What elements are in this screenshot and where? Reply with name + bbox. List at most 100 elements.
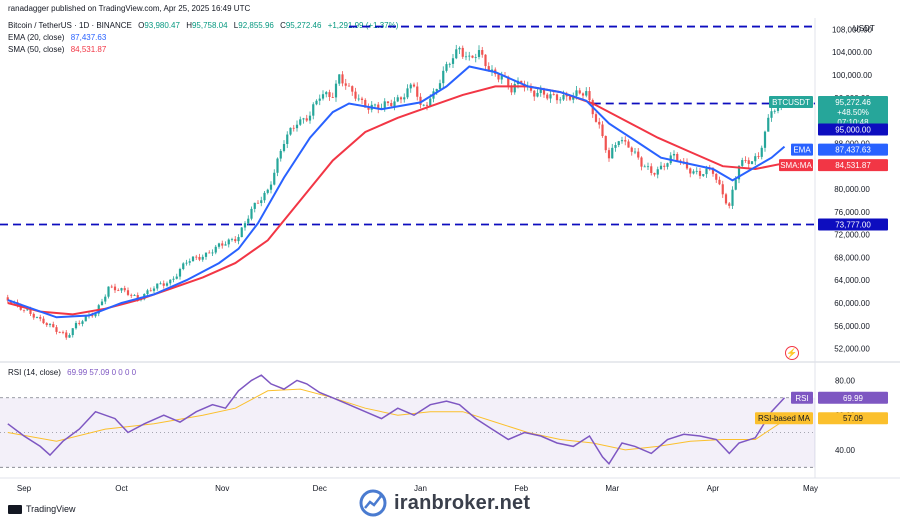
candle-body[interactable] [81, 321, 84, 324]
candle-body[interactable] [91, 315, 94, 317]
candle-body[interactable] [575, 90, 578, 96]
candle-body[interactable] [45, 323, 48, 326]
rsi-ma-badge[interactable]: RSI-based MA 57.09 [755, 412, 888, 425]
candle-body[interactable] [211, 252, 214, 254]
candle-body[interactable] [321, 94, 325, 99]
candle-body[interactable] [750, 161, 754, 164]
candle-body[interactable] [767, 117, 770, 132]
candle-body[interactable] [292, 127, 295, 129]
candle-body[interactable] [165, 283, 169, 286]
candle-body[interactable] [299, 119, 302, 125]
candle-body[interactable] [630, 147, 633, 152]
candle-body[interactable] [146, 290, 149, 294]
candle-body[interactable] [435, 88, 438, 92]
candle-body[interactable] [741, 160, 744, 166]
candle-body[interactable] [533, 90, 536, 97]
sma-badge[interactable]: SMA:MA 84,531.87 [779, 159, 888, 172]
candle-body[interactable] [188, 261, 191, 263]
candle-body[interactable] [377, 104, 380, 110]
candle-body[interactable] [117, 290, 120, 292]
candle-body[interactable] [529, 86, 533, 91]
candle-body[interactable] [123, 288, 126, 291]
candle-body[interactable] [542, 89, 546, 95]
candle-body[interactable] [32, 313, 35, 318]
candle-body[interactable] [52, 324, 55, 328]
sma-legend[interactable]: SMA (50, close) 84,531.87 [8, 45, 106, 54]
candle-body[interactable] [416, 86, 419, 97]
candle-body[interactable] [136, 295, 139, 300]
candle-body[interactable] [659, 165, 663, 170]
candle-body[interactable] [585, 91, 588, 96]
candle-body[interactable] [763, 131, 767, 148]
candle-body[interactable] [201, 256, 204, 260]
candle-body[interactable] [279, 150, 282, 159]
candle-body[interactable] [364, 99, 367, 108]
candle-body[interactable] [243, 223, 247, 228]
candle-body[interactable] [214, 246, 217, 253]
candle-body[interactable] [611, 147, 614, 159]
candle-body[interactable] [565, 95, 568, 97]
candle-body[interactable] [718, 179, 721, 185]
candle-body[interactable] [250, 208, 253, 219]
candle-body[interactable] [412, 84, 416, 87]
currency-label[interactable]: USDT [853, 24, 875, 33]
candle-body[interactable] [617, 141, 620, 145]
candle-body[interactable] [773, 110, 776, 112]
candle-body[interactable] [58, 331, 61, 333]
candle-body[interactable] [646, 166, 650, 168]
candle-body[interactable] [175, 276, 178, 279]
candle-body[interactable] [607, 150, 611, 159]
candle-body[interactable] [601, 124, 604, 137]
flash-icon[interactable]: ⚡ [785, 346, 799, 360]
candle-body[interactable] [429, 98, 432, 106]
candle-body[interactable] [497, 74, 500, 80]
candle-body[interactable] [572, 95, 575, 100]
candle-body[interactable] [685, 161, 689, 169]
candle-body[interactable] [568, 96, 572, 100]
candle-body[interactable] [650, 166, 653, 173]
candle-body[interactable] [26, 309, 29, 311]
candle-body[interactable] [185, 262, 188, 264]
candle-body[interactable] [770, 111, 773, 118]
candle-body[interactable] [159, 283, 162, 285]
candle-body[interactable] [217, 243, 221, 247]
candle-body[interactable] [113, 286, 117, 291]
candle-body[interactable] [507, 76, 510, 86]
candle-body[interactable] [594, 114, 598, 122]
candle-body[interactable] [269, 184, 273, 190]
candle-body[interactable] [721, 184, 724, 195]
candle-body[interactable] [282, 143, 286, 151]
candle-body[interactable] [260, 200, 263, 204]
candle-body[interactable] [256, 202, 260, 204]
candle-body[interactable] [409, 84, 412, 89]
candle-body[interactable] [425, 104, 429, 106]
candle-body[interactable] [419, 96, 422, 105]
candle-body[interactable] [448, 63, 451, 65]
candle-body[interactable] [172, 278, 175, 280]
candle-body[interactable] [39, 317, 42, 319]
candle-body[interactable] [663, 165, 666, 167]
candle-body[interactable] [510, 85, 513, 93]
candle-body[interactable] [104, 296, 107, 302]
candle-body[interactable] [107, 286, 110, 297]
candle-body[interactable] [598, 121, 601, 125]
candle-body[interactable] [549, 94, 552, 99]
candle-body[interactable] [149, 290, 152, 292]
candle-body[interactable] [48, 324, 52, 326]
candle-body[interactable] [581, 93, 585, 96]
candle-body[interactable] [360, 98, 364, 100]
candle-body[interactable] [302, 118, 305, 120]
candle-body[interactable] [351, 86, 354, 92]
candle-body[interactable] [403, 97, 406, 100]
candle-body[interactable] [715, 173, 718, 180]
candle-body[interactable] [604, 136, 607, 151]
candle-body[interactable] [357, 98, 360, 100]
candle-body[interactable] [334, 83, 338, 98]
candle-body[interactable] [94, 313, 97, 317]
candle-body[interactable] [633, 151, 637, 153]
candle-body[interactable] [29, 309, 32, 314]
candle-body[interactable] [253, 202, 256, 209]
candle-body[interactable] [328, 92, 331, 97]
candle-body[interactable] [152, 288, 156, 291]
